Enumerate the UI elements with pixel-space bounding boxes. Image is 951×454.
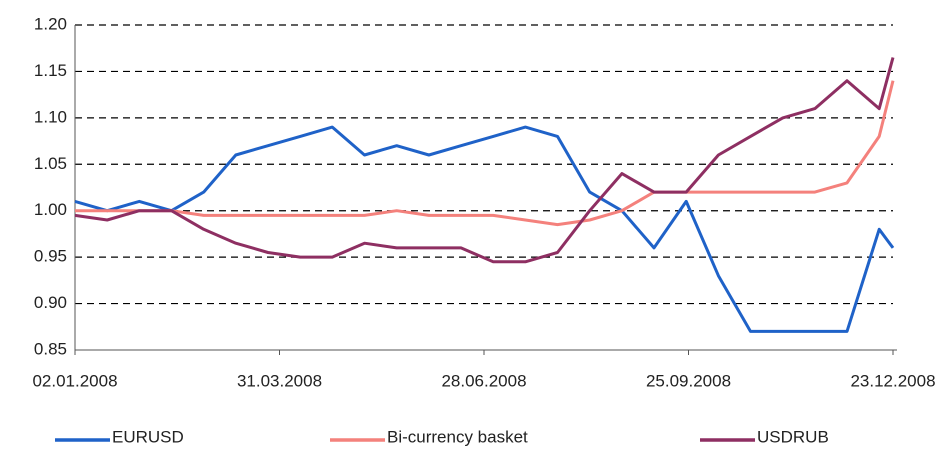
series-line <box>74 57 895 264</box>
y-tick-label: 0.90 <box>34 293 67 312</box>
x-tick-label: 25.09.2008 <box>646 371 731 390</box>
y-tick-label: 1.05 <box>34 154 67 173</box>
y-tick-label: 1.10 <box>34 107 67 126</box>
legend-label: Bi-currency basket <box>387 427 528 446</box>
x-tick-label: 02.01.2008 <box>32 371 117 390</box>
x-tick-label: 31.03.2008 <box>237 371 322 390</box>
legend-label: USDRUB <box>757 427 829 446</box>
y-tick-label: 1.00 <box>34 200 67 219</box>
series-line <box>75 80 895 227</box>
series-line <box>74 125 895 333</box>
x-tick-label: 28.06.2008 <box>441 371 526 390</box>
x-tick-label: 23.12.2008 <box>850 371 935 390</box>
y-tick-label: 0.95 <box>34 247 67 266</box>
y-tick-label: 0.85 <box>34 339 67 358</box>
legend-label: EURUSD <box>112 427 184 446</box>
y-tick-label: 1.15 <box>34 61 67 80</box>
y-tick-label: 1.20 <box>34 14 67 33</box>
